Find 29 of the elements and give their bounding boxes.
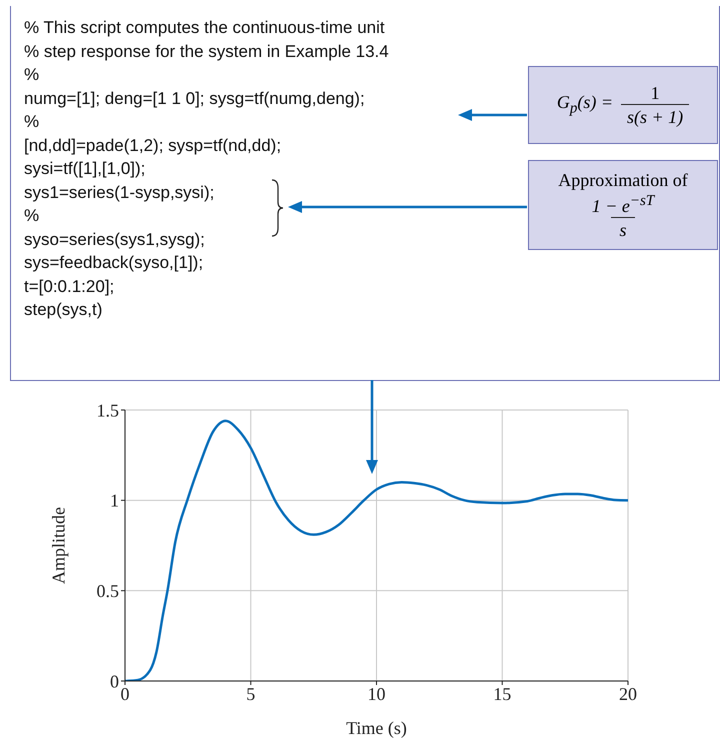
x-axis-title: Time (s) [346,718,407,738]
text: s [619,220,626,240]
text: step(sys,t) [24,300,102,319]
text: numg=[1]; deng=[1 1 0]; sysg=tf(numg,deng); [24,88,365,108]
x-tick-label: 5 [246,684,256,704]
text: sysi=tf([1],[1,0]); [24,159,146,178]
text: % [24,65,40,84]
text: sys=feedback(syso,[1]); [24,253,204,272]
text: Approximation of [558,170,688,190]
text: % This script computes the continuous-time unit [24,18,385,37]
text: % [24,206,40,225]
y-tick-label: 0.5 [96,581,119,602]
x-tick-label: 15 [493,684,512,704]
text: [nd,dd]=pade(1,2); sysp=tf(nd,dd); [24,136,282,154]
text: t=[0:0.1:20]; [24,276,114,296]
text: % step response for the system in Example 13.4 [24,42,389,60]
text: syso=series(sys1,sysg); [24,230,205,248]
text: 1 [650,82,661,104]
y-tick-label: 1 [110,490,119,511]
text: % [24,112,40,131]
x-tick-label: 10 [368,684,386,704]
text: 1 − e$^{−sT}$ [590,192,656,216]
x-tick-label: 20 [619,684,637,704]
text: sys1=series(1-sysp,sysi); [24,182,214,202]
y-tick-label: 0 [110,671,119,692]
y-axis-title: Amplitude [48,506,68,584]
text: G$_{p}$(s) = [556,92,613,118]
text: s(s + 1) [626,106,684,126]
y-tick-label: 1.5 [96,400,119,420]
